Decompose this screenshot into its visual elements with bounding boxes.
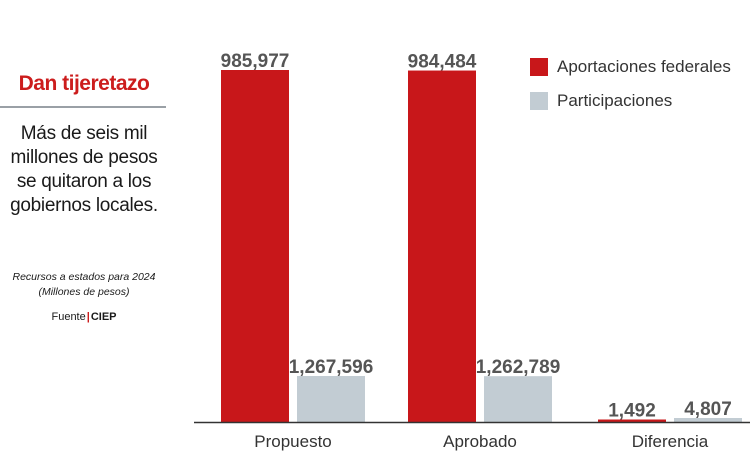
data-label-participaciones-aprobado: 1,262,789 [476,357,561,378]
data-label-aportaciones-aprobado: 984,484 [408,52,477,73]
bar-aportaciones-propuesto [221,70,289,422]
legend-swatch-participaciones [530,92,548,110]
bar-participaciones-propuesto [297,376,365,422]
legend-label-participaciones: Participaciones [557,91,673,110]
chart-legend: Aportaciones federales Participaciones [530,50,731,118]
x-tick-label-aprobado: Aprobado [443,432,517,451]
title-divider [0,106,166,108]
note-line-2: (Millones de pesos) [38,286,130,298]
legend-label-aportaciones: Aportaciones federales [557,57,731,76]
data-label-participaciones-propuesto: 1,267,596 [289,357,374,378]
source-credit: Fuente|CIEP [0,311,168,323]
bar-participaciones-aprobado [484,376,552,422]
x-tick-label-diferencia: Diferencia [632,432,709,451]
bar-aportaciones-aprobado [408,70,476,422]
subtitle-line-1: Más de seis mil [20,123,148,144]
data-label-aportaciones-diferencia: 1,492 [608,401,656,422]
source-org: CIEP [90,311,117,323]
note-line-1: Recursos a estados para 2024 [12,271,156,283]
subtitle-line-2: millones de pesos [10,147,158,168]
subtitle-line-3: se quitaron a los [16,171,152,192]
source-label: Fuente [51,311,86,323]
infographic-title: Dan tijeretazo [18,72,150,95]
subtitle-line-4: gobiernos locales. [10,195,158,216]
legend-item-aportaciones: Aportaciones federales [530,50,731,84]
data-label-aportaciones-propuesto: 985,977 [221,51,290,72]
legend-item-participaciones: Participaciones [530,84,731,118]
units-note: Recursos a estados para 2024 (Millones d… [0,270,168,300]
data-label-participaciones-diferencia: 4,807 [684,399,732,420]
legend-swatch-aportaciones [530,58,548,76]
infographic-subtitle: Más de seis mil millones de pesos se qui… [0,122,168,218]
bar-aportaciones-diferencia [598,419,666,422]
x-tick-label-propuesto: Propuesto [254,432,332,451]
side-panel: Dan tijeretazo Más de seis mil millones … [0,0,168,459]
bar-participaciones-diferencia [674,418,742,422]
source-separator: | [86,311,90,323]
